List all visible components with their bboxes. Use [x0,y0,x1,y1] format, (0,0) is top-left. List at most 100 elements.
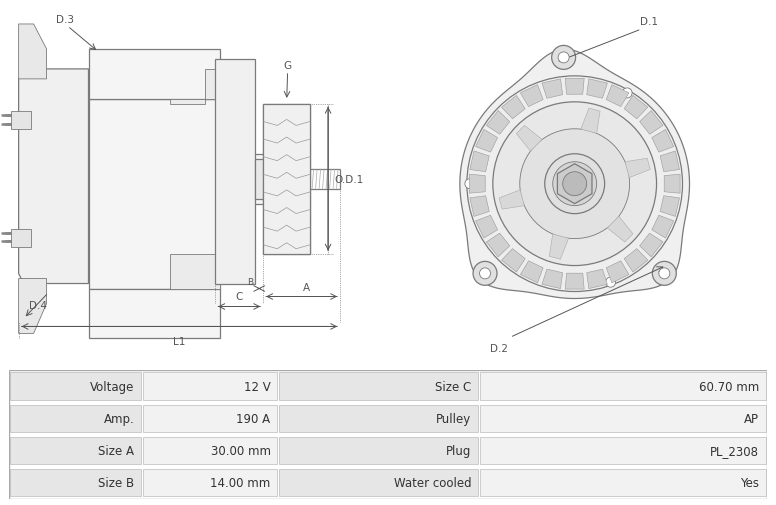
Polygon shape [624,96,648,120]
Bar [255,160,263,199]
Circle shape [480,268,490,279]
Circle shape [545,155,605,214]
Circle shape [622,89,632,98]
Text: D.1: D.1 [639,17,657,27]
Bar [480,405,766,432]
Polygon shape [542,270,563,289]
Polygon shape [88,70,220,105]
Text: Size A: Size A [99,444,134,457]
Polygon shape [660,152,680,172]
Polygon shape [88,99,270,289]
Polygon shape [565,274,584,289]
Text: D.4: D.4 [29,301,47,311]
Polygon shape [652,216,674,238]
Polygon shape [469,152,489,172]
Circle shape [467,77,683,292]
Bar [480,373,766,400]
Polygon shape [469,196,489,217]
Polygon shape [460,50,690,299]
Circle shape [473,262,497,286]
Text: A: A [303,282,310,292]
Text: Pulley: Pulley [436,412,471,425]
Polygon shape [469,175,485,194]
Polygon shape [565,79,584,95]
Polygon shape [88,254,220,289]
Bar [11,229,30,247]
Polygon shape [549,234,569,260]
Circle shape [520,129,629,239]
Circle shape [653,262,677,286]
Polygon shape [625,159,650,178]
Polygon shape [606,85,629,108]
Text: G: G [283,61,292,71]
Text: Size B: Size B [98,476,134,489]
Polygon shape [501,96,525,120]
Polygon shape [664,175,680,194]
Bar [10,405,141,432]
Text: 60.70 mm: 60.70 mm [699,380,759,393]
Text: Voltage: Voltage [90,380,134,393]
Polygon shape [476,130,497,153]
Circle shape [605,278,615,288]
Bar [279,405,478,432]
Text: O.D.1: O.D.1 [334,174,363,184]
Text: AP: AP [744,412,759,425]
Bar [88,289,220,339]
Circle shape [552,46,576,70]
Text: Size C: Size C [435,380,471,393]
Circle shape [465,179,475,189]
Polygon shape [606,261,629,283]
Text: 190 A: 190 A [237,412,271,425]
Polygon shape [652,130,674,153]
Polygon shape [521,85,543,108]
Polygon shape [542,80,563,99]
Bar [215,60,255,284]
Text: Plug: Plug [446,444,471,457]
Bar [143,469,278,496]
Polygon shape [19,25,47,80]
Bar [263,105,310,254]
Text: Amp.: Amp. [103,412,134,425]
Polygon shape [587,80,608,99]
Circle shape [563,172,587,196]
Polygon shape [557,165,592,204]
Bar [480,469,766,496]
Circle shape [493,103,656,266]
Polygon shape [487,111,510,135]
Bar [143,405,278,432]
Bar [143,437,278,464]
Text: 12 V: 12 V [244,380,271,393]
Polygon shape [499,190,525,210]
Polygon shape [660,196,680,217]
Polygon shape [639,234,663,258]
Bar [143,373,278,400]
Polygon shape [501,249,525,273]
Text: Water cooled: Water cooled [393,476,471,489]
Bar [279,469,478,496]
Circle shape [558,53,569,64]
Text: D.2: D.2 [490,344,508,354]
Bar [11,112,30,129]
Bar [279,373,478,400]
Polygon shape [624,249,648,273]
Polygon shape [19,70,88,284]
Polygon shape [516,126,542,152]
Bar [279,437,478,464]
Bar [10,469,141,496]
Bar [10,373,141,400]
Text: C: C [236,292,243,302]
Polygon shape [587,270,608,289]
Text: B: B [247,277,253,286]
Text: 30.00 mm: 30.00 mm [210,444,271,457]
Bar [88,50,220,99]
Bar [480,437,766,464]
Circle shape [659,268,670,279]
Circle shape [553,163,597,206]
Polygon shape [487,234,510,258]
Text: 14.00 mm: 14.00 mm [210,476,271,489]
Polygon shape [639,111,663,135]
Bar [10,437,141,464]
Polygon shape [476,216,497,238]
Text: PL_2308: PL_2308 [710,444,759,457]
Polygon shape [608,217,633,242]
